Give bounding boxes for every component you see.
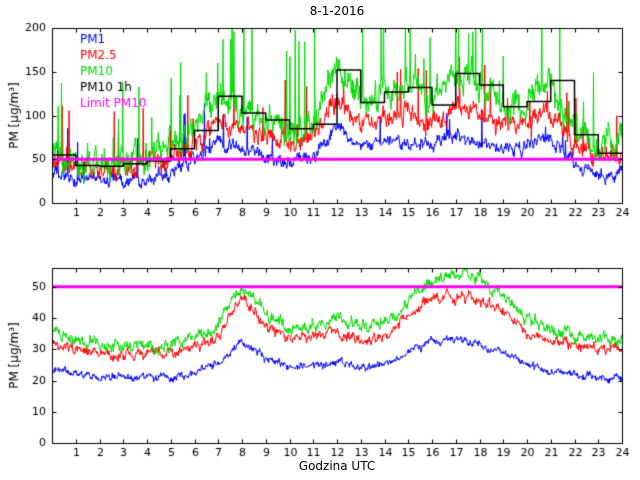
figure-title: 8-1-2016 (309, 4, 365, 18)
x-axis-label: Godzina UTC (298, 459, 376, 473)
